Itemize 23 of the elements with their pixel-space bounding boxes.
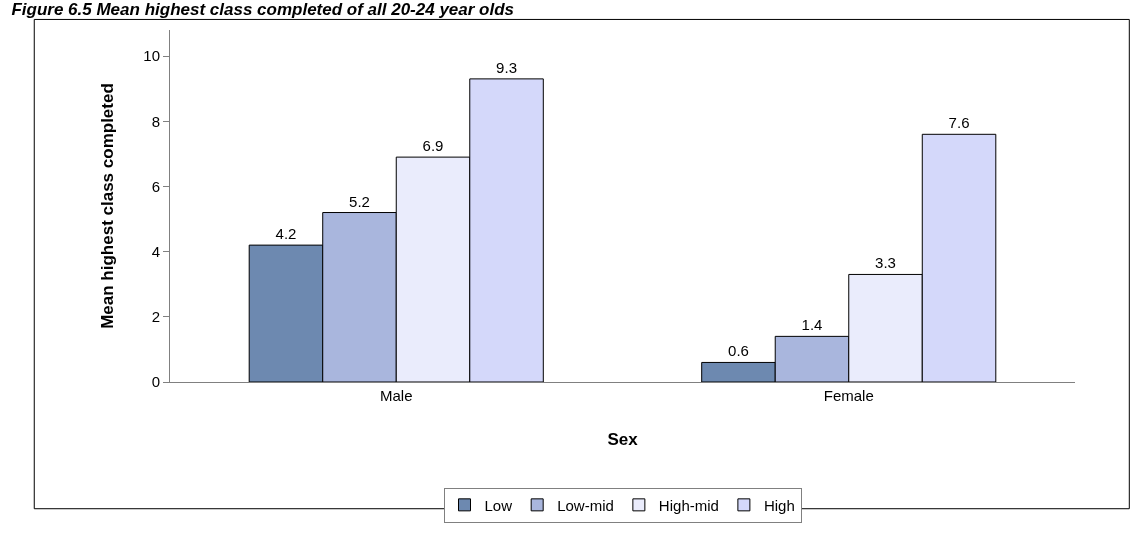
y-tick-label: 0 (151, 373, 160, 391)
y-tick-label: 8 (151, 112, 160, 130)
y-tick-label: 2 (151, 308, 160, 326)
data-label: 3.3 (875, 254, 896, 272)
data-label: 5.2 (349, 192, 370, 210)
data-label: 1.4 (801, 316, 823, 334)
data-label: 4.2 (275, 225, 297, 243)
legend-label: Low (484, 496, 513, 514)
legend-label: High-mid (658, 496, 719, 514)
y-tick-label: 4 (151, 242, 160, 260)
y-tick-label: 6 (151, 177, 160, 195)
legend-label: Low-mid (557, 496, 614, 514)
data-label: 6.9 (422, 137, 444, 155)
data-label: 9.3 (496, 58, 517, 76)
x-tick-label: Male (379, 387, 413, 404)
x-axis-title: Sex (607, 430, 639, 450)
data-label: 7.6 (948, 114, 970, 132)
chart-title: Figure 6.5 Mean highest class completed of all 20-24 year olds (11, 0, 515, 19)
x-tick-label: Female (823, 387, 874, 404)
y-tick-label: 10 (143, 47, 160, 65)
y-axis-title: Mean highest class completed (97, 83, 117, 329)
data-label: 0.6 (728, 342, 749, 360)
legend-label: High (763, 496, 795, 514)
